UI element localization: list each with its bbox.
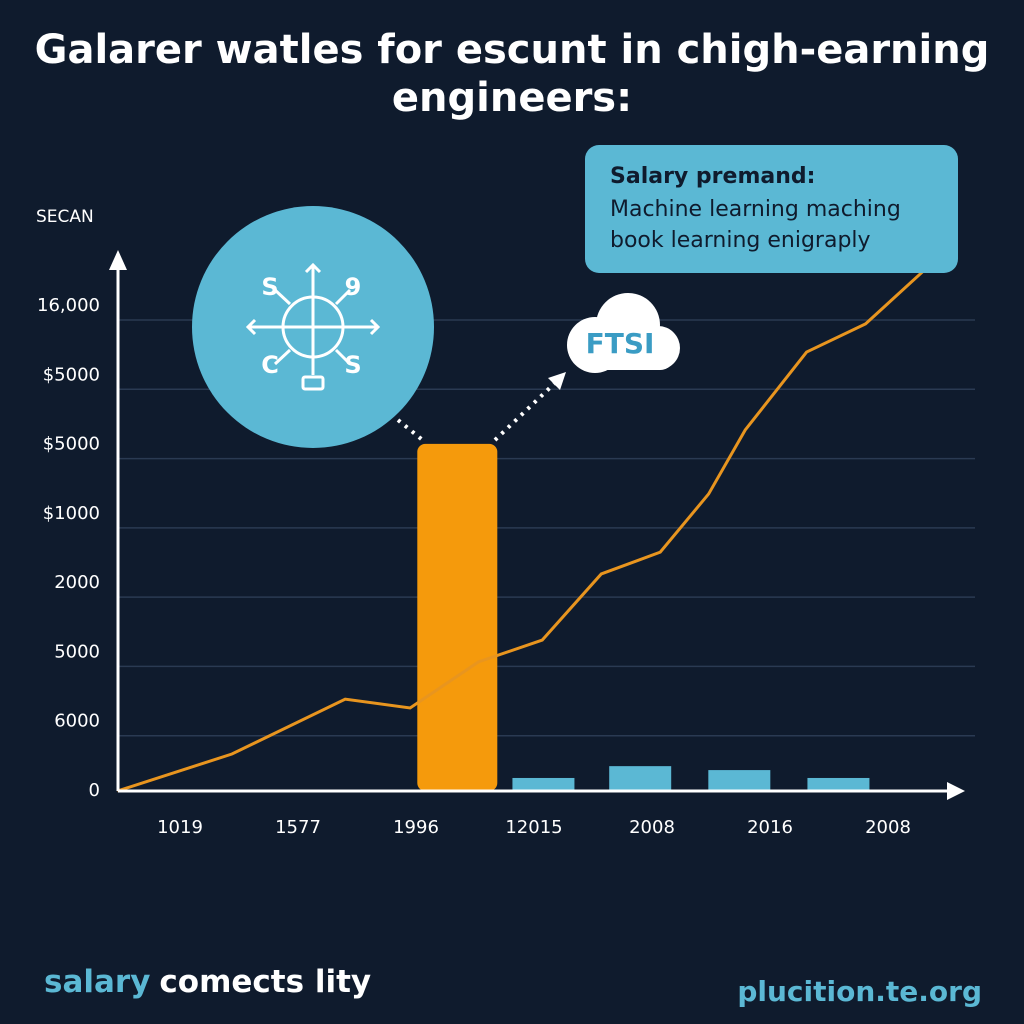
bar xyxy=(609,766,672,791)
footer-rest: comects lity xyxy=(159,964,371,1000)
x-tick-label: 2008 xyxy=(629,817,675,838)
y-tick-label: $5000 xyxy=(43,434,100,455)
connector xyxy=(396,418,427,444)
callout-line: Machine learning maching xyxy=(610,197,901,222)
y-tick-label: 5000 xyxy=(54,641,100,662)
y-axis-title: SECAN xyxy=(36,207,94,227)
footer-left: salary comects lity xyxy=(44,964,371,1000)
cloud xyxy=(567,293,680,373)
y-tick-label: $1000 xyxy=(43,503,100,524)
icon-label: S xyxy=(344,351,361,379)
x-tick-label: 2016 xyxy=(747,817,793,838)
compass-icon xyxy=(245,262,381,391)
icon-label: C xyxy=(261,351,279,379)
x-tick-label: 2008 xyxy=(865,817,911,838)
title-line: engineers: xyxy=(392,75,632,121)
y-axis-arrow xyxy=(109,250,127,270)
plot: 0 6000 5000 2000 $1000 $5000 $5000 16,000 1019 15… xyxy=(37,250,975,838)
x-tick-label: 1996 xyxy=(393,817,439,838)
title-line: Galarer watles for escunt in chigh-earni… xyxy=(35,27,990,73)
icon-label: S xyxy=(261,273,278,301)
y-tick-label: 6000 xyxy=(54,711,100,732)
bar xyxy=(417,443,498,791)
x-tick-label: 1019 xyxy=(157,817,203,838)
bar xyxy=(708,770,771,791)
y-tick-label: $5000 xyxy=(43,364,100,385)
callout-line: book learning enigraply xyxy=(610,228,871,253)
icon-label: 9 xyxy=(345,273,362,301)
line-series xyxy=(116,268,926,793)
x-tick-label: 12015 xyxy=(505,817,562,838)
bar xyxy=(512,777,575,791)
y-tick-label: 2000 xyxy=(54,572,100,593)
bar xyxy=(807,777,870,791)
x-axis-arrow xyxy=(947,782,965,800)
y-tick-label: 16,000 xyxy=(37,295,100,316)
y-tick-label: 0 xyxy=(89,780,100,801)
footer-right: plucition.te.org xyxy=(737,975,982,1008)
cloud-label: FTSI xyxy=(586,327,655,360)
callout-box xyxy=(585,145,958,273)
x-tick-label: 1577 xyxy=(275,817,321,838)
callout-title: Salary premand: xyxy=(610,164,815,189)
footer-accent: salary xyxy=(44,964,150,1000)
arrow-head xyxy=(548,372,566,390)
